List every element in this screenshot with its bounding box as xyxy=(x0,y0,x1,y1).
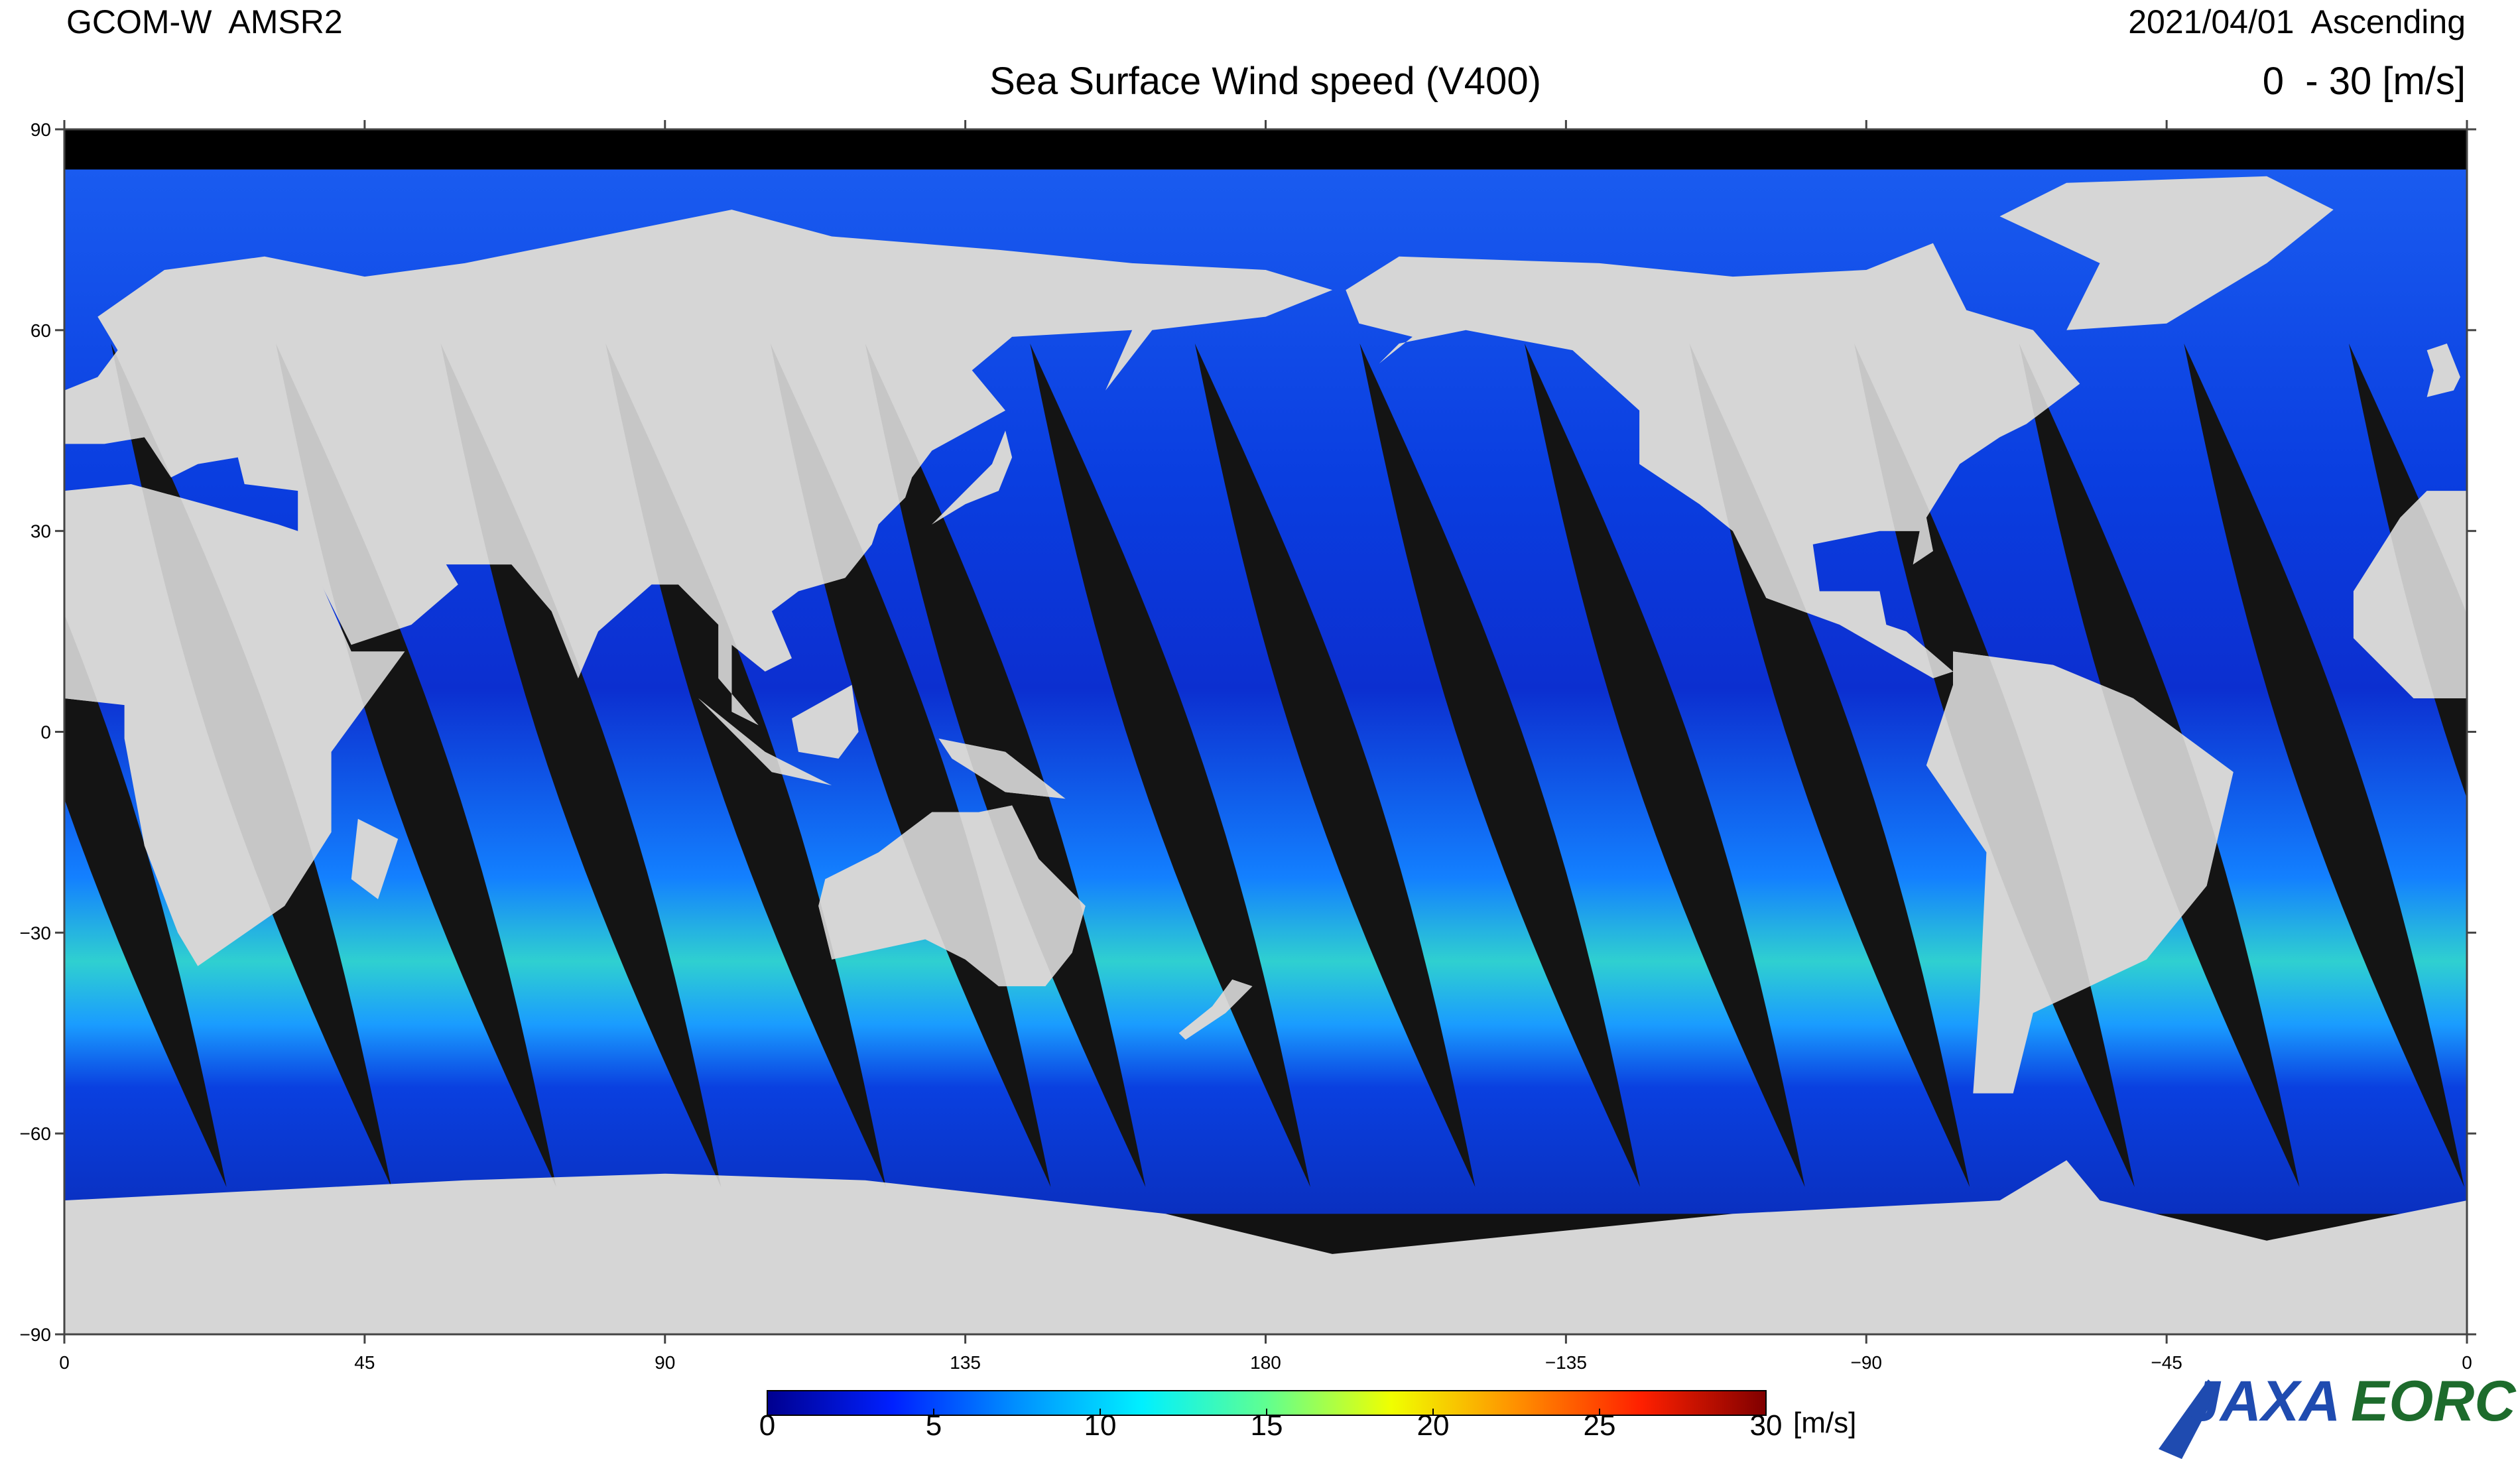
logo-swoosh xyxy=(2159,1379,2218,1459)
colorbar-tick-label: 15 xyxy=(1251,1409,1283,1442)
lat-tick-label: −90 xyxy=(20,1324,52,1345)
land-swath-gap xyxy=(1854,344,2135,1187)
lat-tick-label: −60 xyxy=(20,1123,52,1144)
map xyxy=(0,129,2520,1334)
colorbar-tick-label: 5 xyxy=(926,1409,942,1442)
value-range: 0 - 30 [m/s] xyxy=(2263,60,2466,103)
land-swath-gap xyxy=(0,344,62,1187)
logo-center: EORC xyxy=(2351,1369,2517,1433)
lon-tick-label: −45 xyxy=(2151,1352,2182,1373)
colorbar-tick-label: 30 xyxy=(1750,1409,1783,1442)
lon-tick-label: 90 xyxy=(655,1352,675,1373)
lat-tick-label: 0 xyxy=(40,722,51,743)
colorbar-tick-label: 10 xyxy=(1084,1409,1117,1442)
land xyxy=(792,684,859,759)
lon-tick-label: −90 xyxy=(1851,1352,1883,1373)
land xyxy=(1999,176,2334,330)
colorbar-tick-label: 25 xyxy=(1584,1409,1616,1442)
lon-tick-label: 135 xyxy=(950,1352,981,1373)
date: 2021/04/01 Ascending xyxy=(2128,3,2466,40)
lon-tick-label: 0 xyxy=(2462,1352,2472,1373)
polar-nodata xyxy=(64,129,2467,170)
lon-tick-label: 0 xyxy=(59,1352,70,1373)
colorbar-tick-label: 20 xyxy=(1417,1409,1450,1442)
swath-gap xyxy=(1525,344,1805,1187)
land xyxy=(2426,344,2460,397)
land xyxy=(64,1160,2467,1334)
land-swath-gap xyxy=(2348,344,2467,1187)
title: Sea Surface Wind speed (V400) xyxy=(989,60,1541,103)
logo-agency: JAXA xyxy=(2188,1369,2340,1433)
swath-gap xyxy=(0,344,62,1187)
lat-tick-label: 30 xyxy=(31,521,51,542)
lat-tick-label: 60 xyxy=(31,320,51,341)
land xyxy=(932,430,1013,525)
lon-tick-label: −135 xyxy=(1545,1352,1587,1373)
land-swath-gap xyxy=(2513,344,2520,1187)
swath-gap xyxy=(1030,344,1310,1187)
colorbar-unit: [m/s] xyxy=(1793,1407,1856,1439)
lon-tick-label: 45 xyxy=(354,1352,375,1373)
lat-tick-label: −30 xyxy=(20,922,52,943)
swath-gap xyxy=(1359,344,1641,1187)
colorbar-ticks: 0 5 10 15 20 25 30 xyxy=(759,1409,1783,1442)
satellite: GCOM-W AMSR2 xyxy=(66,3,343,40)
land xyxy=(1346,243,2080,678)
colorbar-tick-label: 0 xyxy=(759,1409,775,1442)
logo: JAXA EORC xyxy=(2159,1369,2517,1459)
swath-gap xyxy=(2184,344,2464,1187)
swath-gap xyxy=(64,614,227,1187)
lon-tick-label: 180 xyxy=(1250,1352,1281,1373)
land xyxy=(351,818,399,899)
lat-tick-label: 90 xyxy=(31,119,51,140)
swath-gap xyxy=(1194,344,1476,1187)
axes: 90 60 30 0 −30 −60 −90 0 45 90 135 180 −135 −90 −45 0 xyxy=(20,119,2476,1373)
swath-gap xyxy=(2513,344,2520,1187)
